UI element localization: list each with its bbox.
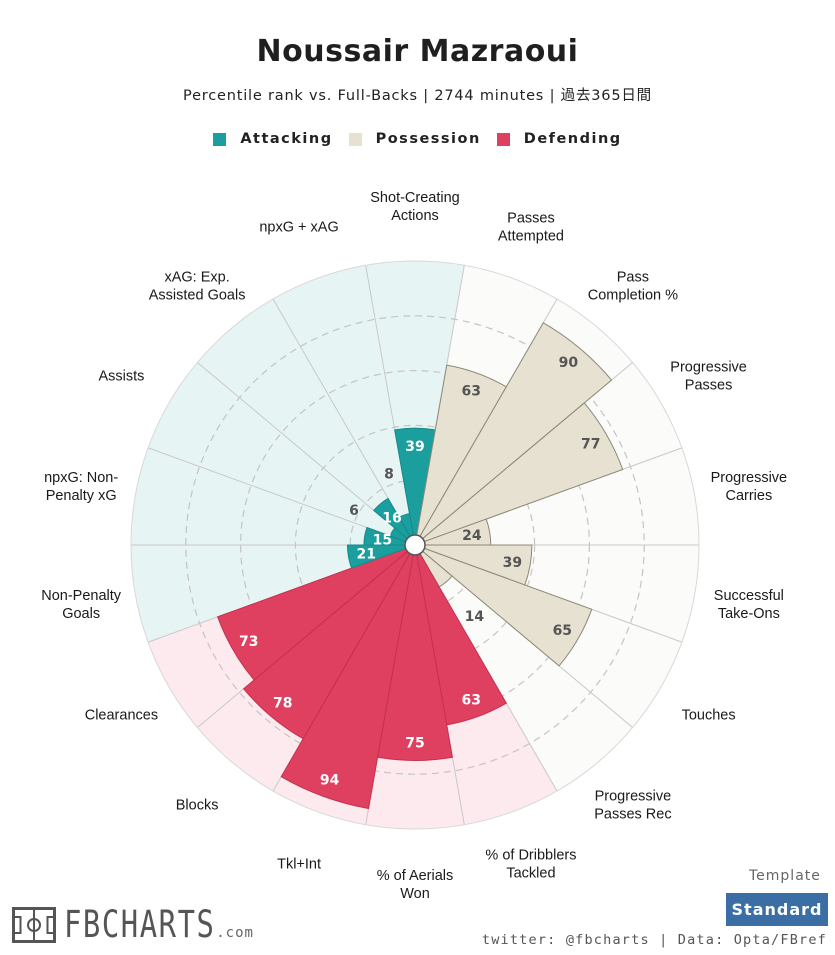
bar-value-label: 24 (462, 528, 482, 544)
bar-value-label: 65 (553, 623, 572, 639)
template-standard-button[interactable]: Standard (726, 893, 828, 926)
bar-value-label: 39 (503, 555, 522, 571)
logo-suffix: .com (216, 925, 254, 941)
background-sector (420, 551, 633, 791)
chart-title: Noussair Mazraoui (256, 34, 579, 69)
background-sector (148, 362, 408, 542)
category-label: Pass Completion % (588, 269, 678, 303)
outer-boundary (130, 260, 700, 830)
bar-value-label: 75 (405, 736, 424, 752)
bar-value-label: 15 (373, 532, 392, 548)
bar-value-label: 16 (382, 511, 401, 527)
category-label: Touches (682, 708, 736, 724)
category-label: Progressive Passes Rec (594, 789, 671, 823)
category-label: npxG: Non-Penalty xG (44, 470, 118, 504)
legend-item-attacking: Attacking (213, 131, 332, 147)
category-label: xAG: Exp. Assisted Goals (149, 269, 246, 303)
background-sector (365, 261, 465, 536)
legend-swatch-attacking (213, 132, 227, 146)
category-label: npxG + xAG (259, 219, 338, 235)
bar-value-label: 94 (320, 773, 340, 789)
background-sector (131, 545, 406, 643)
template-label: Template (749, 868, 821, 884)
legend: Attacking Possession Defending (0, 131, 835, 147)
bar-value-label: 8 (384, 467, 394, 483)
bar-value-label: 21 (356, 547, 375, 563)
category-label: Passes Attempted (498, 210, 564, 244)
category-label: Successful Take-Ons (714, 588, 784, 622)
background-sector (131, 447, 406, 545)
background-sector (424, 447, 699, 545)
bar-value-label: 6 (349, 503, 359, 519)
bar-value-label: 78 (273, 696, 292, 712)
fbcharts-logo: FBCHARTS .com (12, 906, 254, 943)
category-label: Progressive Passes (670, 360, 747, 394)
category-label: % of Dribblers Tackled (485, 848, 576, 882)
radial-spoke (272, 298, 411, 537)
bar-value-label: 90 (559, 355, 579, 371)
background-sector (197, 299, 410, 539)
bar-value-label: 14 (465, 609, 485, 625)
legend-label-attacking: Attacking (240, 131, 333, 147)
category-label: Non-Penalty Goals (41, 588, 122, 622)
category-label: Tkl+Int (277, 857, 321, 873)
credit-text: twitter: @fbcharts | Data: Opta/FBref (481, 932, 827, 948)
logo-text: FBCHARTS (64, 903, 216, 946)
category-label: % of Aerials Won (377, 868, 454, 902)
legend-item-defending: Defending (496, 131, 622, 147)
category-label: Clearances (85, 708, 158, 724)
radial-spoke (197, 362, 408, 539)
bar-value-label: 63 (462, 693, 481, 709)
legend-label-defending: Defending (523, 131, 622, 147)
background-sector (273, 265, 414, 537)
bar-value-label: 39 (405, 439, 424, 455)
legend-swatch-possession (348, 132, 362, 146)
bar-value-label: 63 (462, 383, 481, 399)
legend-label-possession: Possession (375, 131, 481, 147)
legend-item-possession: Possession (348, 131, 481, 147)
category-label: Assists (98, 369, 144, 385)
category-label: Shot-Creating Actions (370, 190, 459, 224)
pitch-icon (12, 907, 56, 943)
legend-swatch-defending (496, 132, 510, 146)
bar-value-label: 73 (239, 634, 258, 650)
chart-subtitle: Percentile rank vs. Full-Backs | 2744 mi… (183, 88, 652, 104)
center-hole (404, 534, 426, 556)
category-label: Blocks (176, 798, 219, 814)
bar-value-label: 77 (581, 437, 600, 453)
category-label: Progressive Carries (711, 470, 788, 504)
radial-spoke (147, 447, 406, 543)
